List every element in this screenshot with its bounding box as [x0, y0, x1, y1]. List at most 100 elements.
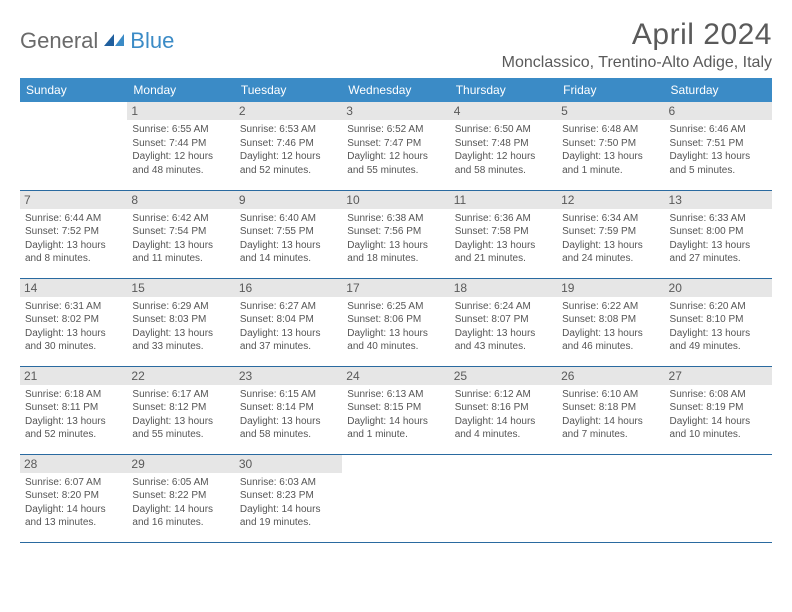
weekday-header: Wednesday	[342, 78, 449, 102]
day-details: Sunrise: 6:17 AMSunset: 8:12 PMDaylight:…	[132, 388, 229, 442]
sunset-text: Sunset: 8:20 PM	[25, 489, 122, 503]
daylight-text: Daylight: 12 hours and 55 minutes.	[347, 150, 444, 177]
day-cell	[450, 454, 557, 542]
day-number: 24	[342, 367, 449, 385]
day-cell: 18Sunrise: 6:24 AMSunset: 8:07 PMDayligh…	[450, 278, 557, 366]
day-cell: 21 Sunrise: 6:18 AMSunset: 8:11 PMDayligh…	[20, 366, 127, 454]
sunset-text: Sunset: 8:23 PM	[240, 489, 337, 503]
sunset-text: Sunset: 8:22 PM	[132, 489, 229, 503]
day-cell: 13Sunrise: 6:33 AMSunset: 8:00 PMDayligh…	[665, 190, 772, 278]
flag-icon	[104, 28, 126, 54]
week-row: 14Sunrise: 6:31 AMSunset: 8:02 PMDayligh…	[20, 278, 772, 366]
sunset-text: Sunset: 7:54 PM	[132, 225, 229, 239]
sunrise-text: Sunrise: 6:31 AM	[25, 300, 122, 314]
day-details: Sunrise: 6:36 AMSunset: 7:58 PMDaylight:…	[455, 212, 552, 266]
day-details: Sunrise: 6:46 AMSunset: 7:51 PMDaylight:…	[670, 123, 767, 177]
day-number: 3	[342, 102, 449, 120]
sunrise-text: Sunrise: 6:27 AM	[240, 300, 337, 314]
day-details: Sunrise: 6:20 AMSunset: 8:10 PMDaylight:…	[670, 300, 767, 354]
sunset-text: Sunset: 7:58 PM	[455, 225, 552, 239]
daylight-text: Daylight: 13 hours and 8 minutes.	[25, 239, 122, 266]
sunset-text: Sunset: 7:47 PM	[347, 137, 444, 151]
sunset-text: Sunset: 8:02 PM	[25, 313, 122, 327]
sunrise-text: Sunrise: 6:10 AM	[562, 388, 659, 402]
daylight-text: Daylight: 13 hours and 24 minutes.	[562, 239, 659, 266]
day-cell: 4Sunrise: 6:50 AMSunset: 7:48 PMDaylight…	[450, 102, 557, 190]
day-cell: 30Sunrise: 6:03 AMSunset: 8:23 PMDayligh…	[235, 454, 342, 542]
day-details: Sunrise: 6:29 AMSunset: 8:03 PMDaylight:…	[132, 300, 229, 354]
sunrise-text: Sunrise: 6:12 AM	[455, 388, 552, 402]
sunrise-text: Sunrise: 6:07 AM	[25, 476, 122, 490]
day-cell: 12Sunrise: 6:34 AMSunset: 7:59 PMDayligh…	[557, 190, 664, 278]
sunset-text: Sunset: 7:59 PM	[562, 225, 659, 239]
sunrise-text: Sunrise: 6:42 AM	[132, 212, 229, 226]
sunset-text: Sunset: 7:51 PM	[670, 137, 767, 151]
sunrise-text: Sunrise: 6:13 AM	[347, 388, 444, 402]
sunrise-text: Sunrise: 6:20 AM	[670, 300, 767, 314]
weekday-header: Saturday	[665, 78, 772, 102]
sunrise-text: Sunrise: 6:18 AM	[25, 388, 122, 402]
day-number: 23	[235, 367, 342, 385]
day-cell: 23 Sunrise: 6:15 AMSunset: 8:14 PMDayligh…	[235, 366, 342, 454]
day-details: Sunrise: 6:18 AMSunset: 8:11 PMDaylight:…	[25, 388, 122, 442]
day-number: 16	[235, 279, 342, 297]
calendar-table: SundayMondayTuesdayWednesdayThursdayFrid…	[20, 78, 772, 543]
sunrise-text: Sunrise: 6:08 AM	[670, 388, 767, 402]
sunrise-text: Sunrise: 6:50 AM	[455, 123, 552, 137]
day-details: Sunrise: 6:05 AMSunset: 8:22 PMDaylight:…	[132, 476, 229, 530]
day-cell: 8Sunrise: 6:42 AMSunset: 7:54 PMDaylight…	[127, 190, 234, 278]
sunrise-text: Sunrise: 6:05 AM	[132, 476, 229, 490]
sunrise-text: Sunrise: 6:17 AM	[132, 388, 229, 402]
day-number: 4	[450, 102, 557, 120]
week-row: 1 Sunrise: 6:55 AMSunset: 7:44 PMDaylight…	[20, 102, 772, 190]
brand-second: Blue	[130, 28, 174, 54]
day-details: Sunrise: 6:55 AMSunset: 7:44 PMDaylight:…	[132, 123, 229, 177]
sunset-text: Sunset: 7:55 PM	[240, 225, 337, 239]
day-cell	[665, 454, 772, 542]
day-details: Sunrise: 6:52 AMSunset: 7:47 PMDaylight:…	[347, 123, 444, 177]
daylight-text: Daylight: 14 hours and 1 minute.	[347, 415, 444, 442]
day-number: 22	[127, 367, 234, 385]
sunrise-text: Sunrise: 6:25 AM	[347, 300, 444, 314]
day-cell: 19Sunrise: 6:22 AMSunset: 8:08 PMDayligh…	[557, 278, 664, 366]
sunrise-text: Sunrise: 6:15 AM	[240, 388, 337, 402]
sunset-text: Sunset: 8:18 PM	[562, 401, 659, 415]
sunset-text: Sunset: 8:12 PM	[132, 401, 229, 415]
day-number: 6	[665, 102, 772, 120]
sunset-text: Sunset: 8:00 PM	[670, 225, 767, 239]
weekday-header: Sunday	[20, 78, 127, 102]
day-number: 29	[127, 455, 234, 473]
title-block: April 2024 Monclassico, Trentino-Alto Ad…	[502, 18, 772, 72]
day-number: 1	[127, 102, 234, 120]
weekday-header: Thursday	[450, 78, 557, 102]
header: General Blue April 2024 Monclassico, Tre…	[20, 18, 772, 72]
day-number: 9	[235, 191, 342, 209]
day-cell: 26Sunrise: 6:10 AMSunset: 8:18 PMDayligh…	[557, 366, 664, 454]
day-number: 8	[127, 191, 234, 209]
sunset-text: Sunset: 8:06 PM	[347, 313, 444, 327]
day-number: 25	[450, 367, 557, 385]
day-details: Sunrise: 6:24 AMSunset: 8:07 PMDaylight:…	[455, 300, 552, 354]
daylight-text: Daylight: 14 hours and 7 minutes.	[562, 415, 659, 442]
day-cell: 1 Sunrise: 6:55 AMSunset: 7:44 PMDaylight…	[127, 102, 234, 190]
weekday-header-row: SundayMondayTuesdayWednesdayThursdayFrid…	[20, 78, 772, 102]
day-details: Sunrise: 6:15 AMSunset: 8:14 PMDaylight:…	[240, 388, 337, 442]
sunrise-text: Sunrise: 6:53 AM	[240, 123, 337, 137]
sunset-text: Sunset: 7:48 PM	[455, 137, 552, 151]
daylight-text: Daylight: 13 hours and 52 minutes.	[25, 415, 122, 442]
day-details: Sunrise: 6:34 AMSunset: 7:59 PMDaylight:…	[562, 212, 659, 266]
daylight-text: Daylight: 13 hours and 5 minutes.	[670, 150, 767, 177]
day-number: 7	[20, 191, 127, 209]
day-details: Sunrise: 6:12 AMSunset: 8:16 PMDaylight:…	[455, 388, 552, 442]
sunset-text: Sunset: 8:14 PM	[240, 401, 337, 415]
day-cell	[20, 102, 127, 190]
day-details: Sunrise: 6:44 AMSunset: 7:52 PMDaylight:…	[25, 212, 122, 266]
day-details: Sunrise: 6:31 AMSunset: 8:02 PMDaylight:…	[25, 300, 122, 354]
daylight-text: Daylight: 13 hours and 46 minutes.	[562, 327, 659, 354]
brand-first: General	[20, 28, 98, 54]
day-cell: 27Sunrise: 6:08 AMSunset: 8:19 PMDayligh…	[665, 366, 772, 454]
day-number: 27	[665, 367, 772, 385]
day-number: 21	[20, 367, 127, 385]
day-details: Sunrise: 6:33 AMSunset: 8:00 PMDaylight:…	[670, 212, 767, 266]
sunrise-text: Sunrise: 6:36 AM	[455, 212, 552, 226]
